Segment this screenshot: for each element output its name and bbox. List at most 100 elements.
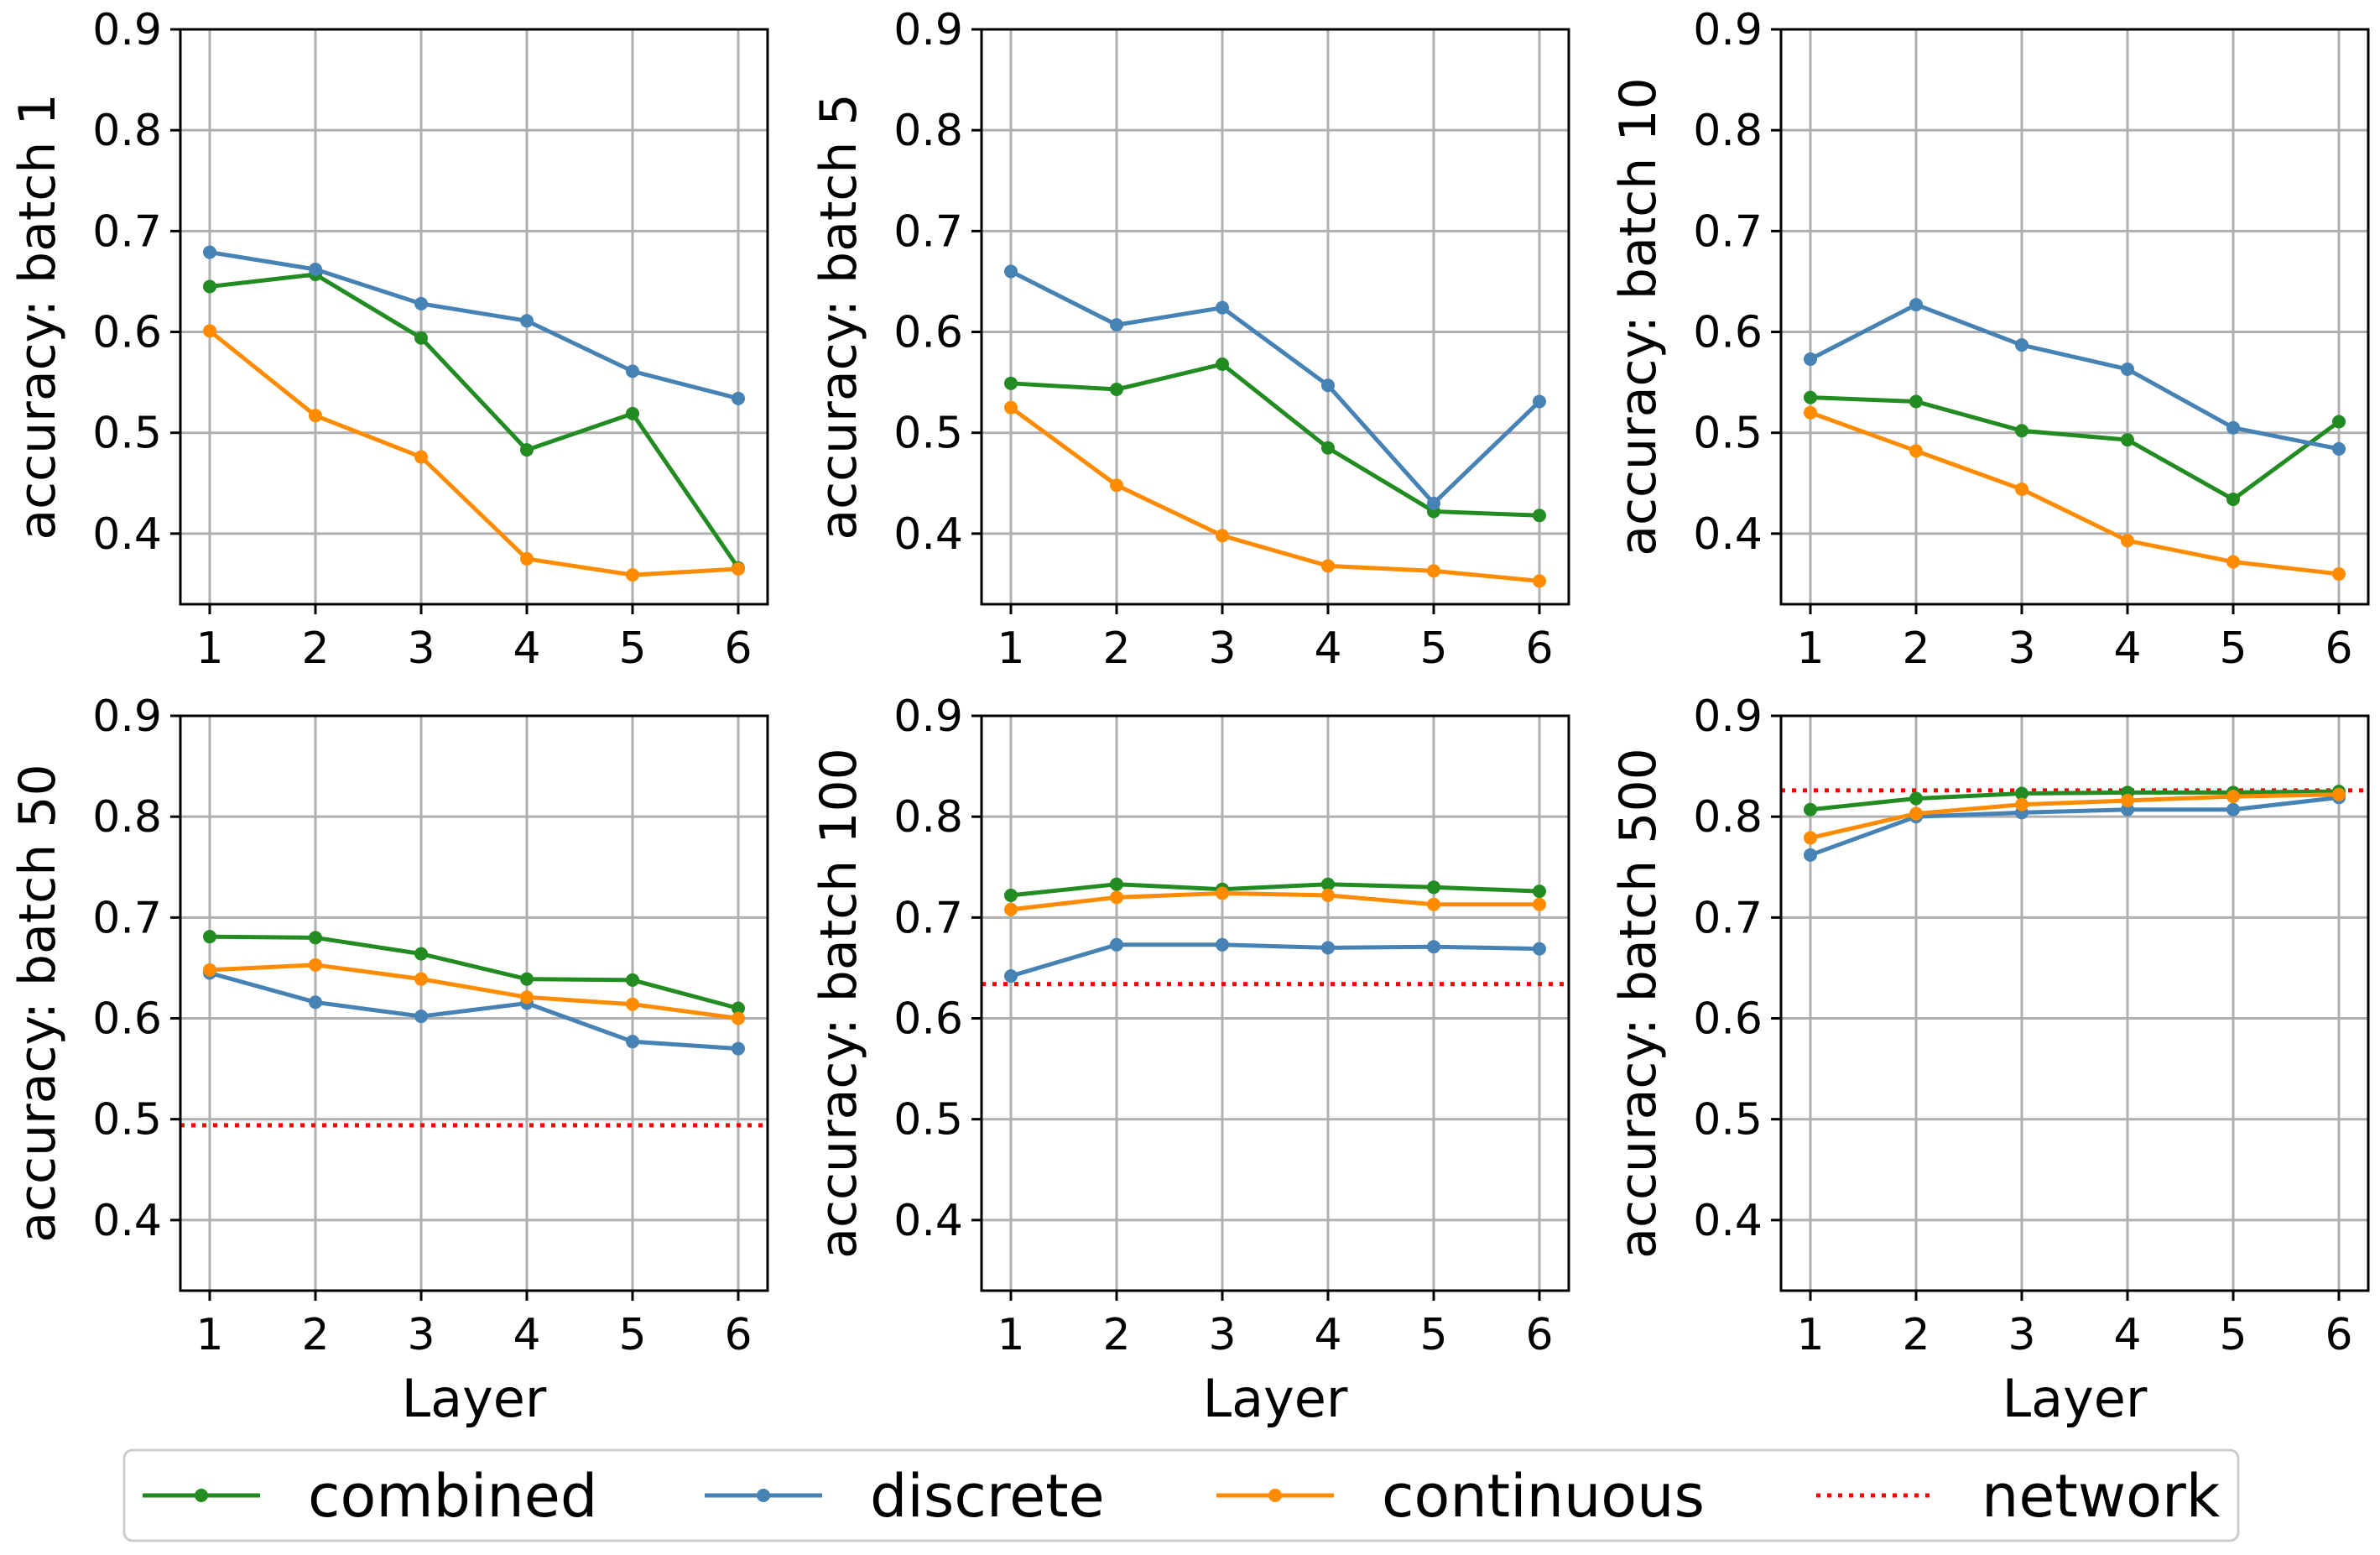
- series-line-combined: [1010, 362, 1540, 518]
- data-point-discrete: [626, 364, 639, 378]
- data-point-continuous: [1110, 890, 1123, 905]
- y-tick-label: 0.6: [92, 308, 162, 358]
- series-line-discrete: [209, 250, 739, 401]
- data-point-combined: [1110, 877, 1123, 891]
- subplot-1: 1 2 3 4 5 6 0.4 0.5 0.6 0.7 0.8 0.9 accuracy: batch …: [8, 5, 769, 674]
- x-tick-label: 6: [1525, 624, 1553, 674]
- x-tick-label: 2: [301, 624, 329, 674]
- x-tick-label: 3: [1208, 624, 1236, 674]
- y-tick-label: 0.4: [893, 509, 963, 560]
- x-axis-label: Layer: [1203, 1368, 1348, 1429]
- x-tick-label: 3: [2008, 1310, 2035, 1360]
- series-discrete: [203, 966, 745, 1056]
- y-tick-label: 0.5: [92, 409, 162, 459]
- y-tick-label: 0.7: [893, 206, 963, 257]
- data-point-discrete: [1321, 378, 1335, 393]
- data-point-continuous: [309, 958, 322, 972]
- data-point-discrete: [1216, 937, 1229, 952]
- y-tick-label: 0.9: [893, 691, 963, 742]
- y-tick-label: 0.8: [92, 106, 162, 156]
- data-point-continuous: [1804, 831, 1817, 845]
- x-tick-label: 1: [1796, 624, 1824, 674]
- data-point-combined: [203, 279, 216, 294]
- data-point-continuous: [1216, 886, 1229, 900]
- axes-frame: [980, 714, 1570, 1292]
- legend: combined discrete continuous network: [122, 1448, 2240, 1542]
- data-point-continuous: [203, 963, 216, 977]
- x-tick-label: 1: [1796, 1310, 1824, 1360]
- subplot-3: 1 2 3 4 5 6 0.4 0.5 0.6 0.7 0.8 0.9 accuracy: batch …: [1609, 5, 2370, 674]
- data-point-discrete: [1533, 942, 1546, 956]
- data-point-continuous: [1909, 444, 1923, 458]
- y-tick-label: 0.4: [893, 1196, 963, 1246]
- data-point-discrete: [309, 263, 322, 277]
- y-axis-label: accuracy: batch 500: [1609, 748, 1668, 1259]
- y-tick-label: 0.6: [893, 308, 963, 358]
- y-tick-label: 0.6: [92, 994, 162, 1045]
- data-point-combined: [626, 973, 639, 987]
- data-point-combined: [2121, 433, 2134, 447]
- data-point-combined: [520, 443, 534, 457]
- data-point-combined: [1533, 509, 1546, 523]
- y-tick-label: 0.6: [1693, 994, 1763, 1045]
- data-point-continuous: [2332, 787, 2346, 801]
- y-tick-label: 0.4: [92, 1196, 162, 1246]
- x-tick-label: 5: [2219, 624, 2247, 674]
- series-combined: [1804, 785, 2346, 817]
- series-line-discrete: [1809, 302, 2340, 451]
- y-tick-label: 0.8: [893, 106, 963, 156]
- x-tick-label: 2: [1102, 624, 1130, 674]
- series-line-combined: [209, 272, 741, 570]
- data-point-discrete: [626, 1035, 639, 1049]
- axes-frame: [179, 714, 769, 1292]
- data-point-continuous: [414, 450, 428, 464]
- y-tick-label: 0.4: [1693, 1196, 1763, 1246]
- y-tick-label: 0.8: [893, 792, 963, 843]
- data-point-continuous: [1321, 559, 1335, 573]
- data-point-discrete: [2121, 362, 2134, 376]
- legend-entry-discrete: discrete: [705, 1462, 1105, 1531]
- data-point-continuous: [1909, 806, 1923, 821]
- y-tick-label: 0.9: [92, 5, 162, 55]
- x-tick-label: 6: [2325, 624, 2352, 674]
- data-point-continuous: [732, 561, 745, 576]
- series-continuous: [1804, 405, 2346, 581]
- data-point-continuous: [1427, 564, 1440, 578]
- data-point-continuous: [732, 1011, 745, 1025]
- subplot-6: 1 2 3 4 5 6 0.4 0.5 0.6 0.7 0.8 0.9 accuracy: batch …: [1609, 691, 2370, 1429]
- y-tick-label: 0.5: [1693, 1095, 1763, 1145]
- legend-marker-continuous: [1268, 1489, 1282, 1502]
- series-line-discrete: [1810, 795, 2340, 858]
- data-point-continuous: [2015, 797, 2028, 811]
- series-discrete: [1804, 298, 2346, 456]
- data-point-continuous: [2015, 483, 2028, 496]
- x-tick-label: 4: [1314, 1310, 1341, 1360]
- series-continuous: [1804, 787, 2346, 845]
- y-tick-label: 0.5: [1693, 409, 1763, 459]
- legend-marker-combined: [195, 1489, 208, 1502]
- x-tick-label: 3: [2008, 624, 2035, 674]
- data-point-continuous: [626, 997, 639, 1011]
- y-tick-label: 0.7: [1693, 206, 1763, 257]
- data-point-continuous: [309, 409, 322, 423]
- data-point-discrete: [203, 245, 216, 259]
- y-axis-label: accuracy: batch 100: [810, 748, 868, 1259]
- data-point-combined: [1321, 877, 1335, 891]
- y-tick-label: 0.9: [893, 5, 963, 55]
- data-point-discrete: [1110, 937, 1123, 952]
- data-point-discrete: [414, 1010, 428, 1024]
- series-line-discrete: [209, 971, 739, 1051]
- data-point-continuous: [1004, 400, 1018, 415]
- data-point-combined: [1533, 884, 1546, 899]
- y-tick-label: 0.6: [1693, 308, 1763, 358]
- legend-label-network: network: [1982, 1462, 2221, 1531]
- x-tick-label: 1: [997, 1310, 1024, 1360]
- series-line-continuous: [1810, 792, 2340, 840]
- series-discrete: [1004, 264, 1546, 510]
- x-tick-label: 1: [195, 1310, 223, 1360]
- x-tick-label: 2: [1902, 624, 1930, 674]
- y-tick-label: 0.7: [92, 206, 162, 257]
- y-axis-label: accuracy: batch 10: [1609, 77, 1668, 556]
- series-continuous: [1004, 886, 1546, 916]
